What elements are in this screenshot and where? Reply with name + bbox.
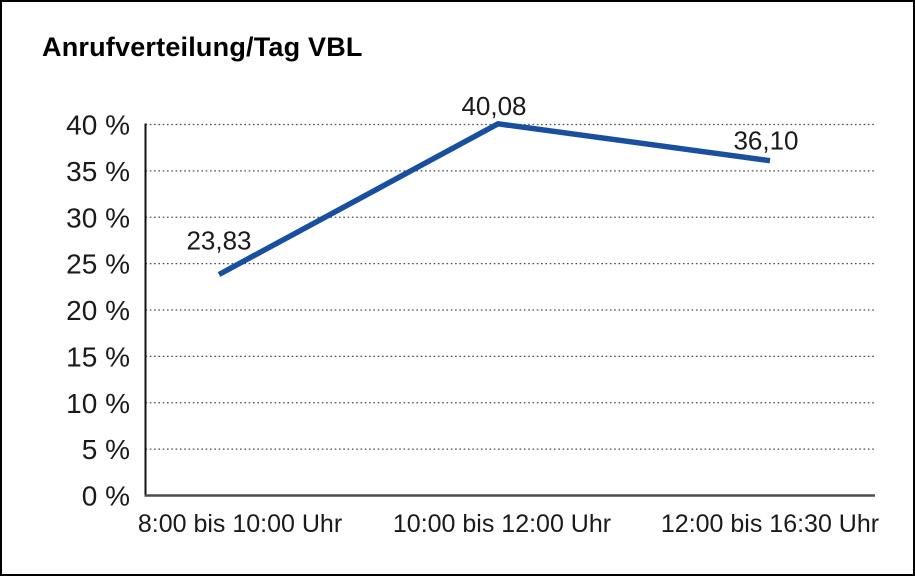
data-point-label: 36,10 — [733, 126, 798, 156]
y-tick-label: 25 % — [66, 249, 130, 280]
y-tick-label: 10 % — [66, 388, 130, 419]
x-tick-label: 10:00 bis 12:00 Uhr — [393, 510, 611, 538]
y-tick-label: 15 % — [66, 341, 130, 372]
y-tick-label: 40 % — [66, 110, 130, 141]
data-line — [217, 120, 771, 277]
data-point-label: 23,83 — [186, 225, 251, 255]
data-point-label: 40,08 — [461, 91, 526, 121]
x-tick-label: 8:00 bis 10:00 Uhr — [138, 510, 342, 538]
y-tick-label: 20 % — [66, 295, 130, 326]
y-tick-label: 30 % — [66, 202, 130, 233]
y-tick-label: 5 % — [82, 434, 130, 465]
x-tick-label: 12:00 bis 16:30 Uhr — [661, 510, 879, 538]
chart-title: Anrufverteilung/Tag VBL — [42, 32, 363, 62]
y-tick-label: 0 % — [82, 481, 130, 512]
y-tick-label: 35 % — [66, 156, 130, 187]
